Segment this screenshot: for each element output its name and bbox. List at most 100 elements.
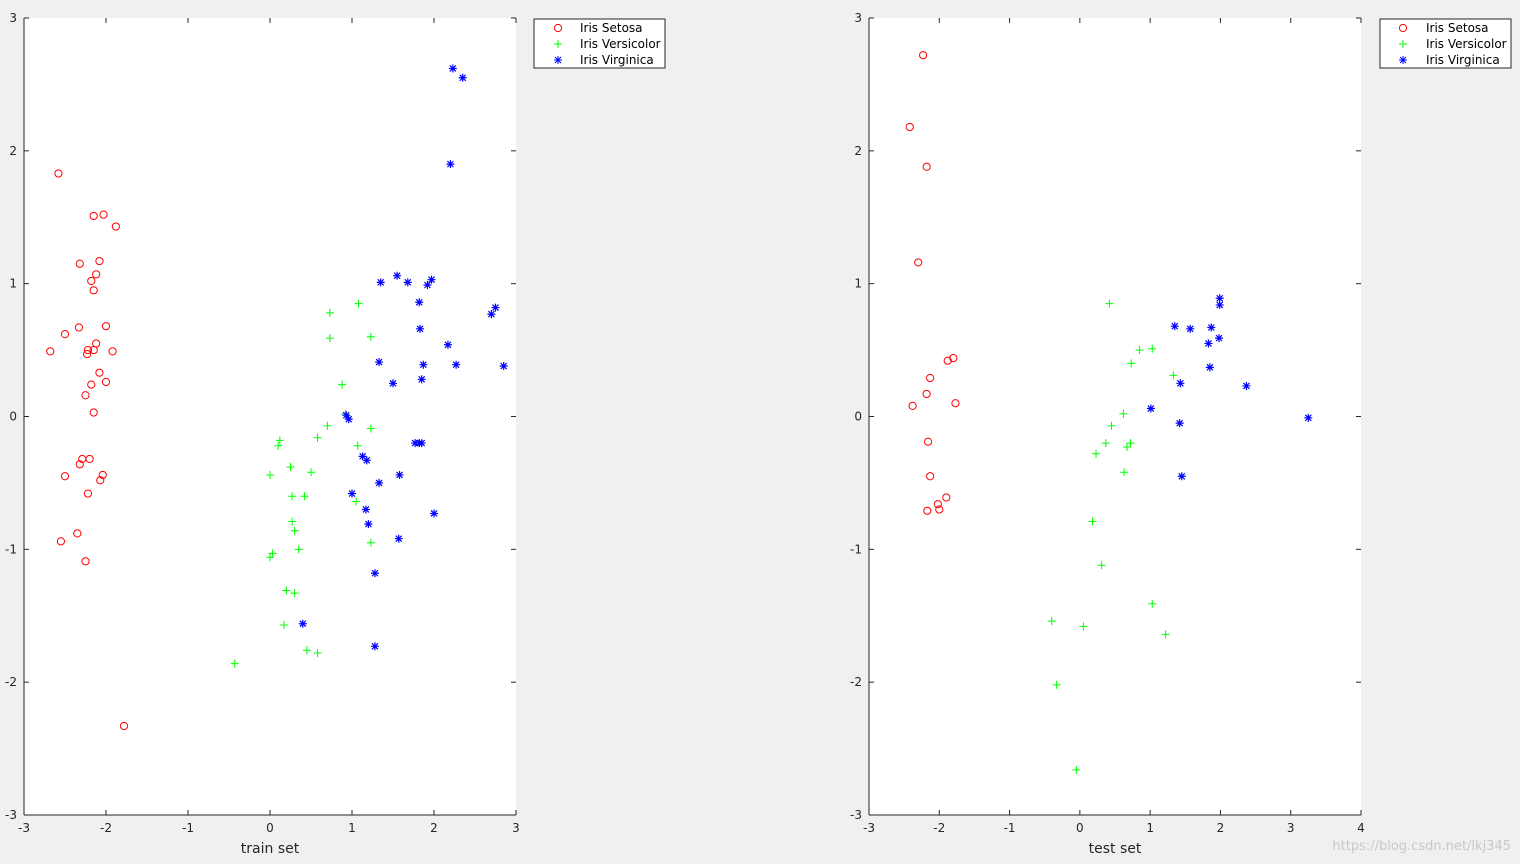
test-x-tick-label: 2 bbox=[1217, 821, 1225, 835]
test-asterisk-point bbox=[1204, 339, 1213, 348]
train-asterisk-point bbox=[452, 360, 461, 369]
train-asterisk-point bbox=[427, 275, 436, 284]
test-asterisk-point bbox=[1186, 324, 1195, 333]
train-asterisk-point bbox=[389, 379, 397, 388]
train-plus-point bbox=[288, 492, 297, 501]
train-plus-point bbox=[266, 470, 274, 479]
test-x-tick-label: 0 bbox=[1076, 821, 1084, 835]
test-circle-point bbox=[922, 389, 931, 399]
train-axes-background bbox=[24, 18, 516, 815]
train-y-tick-label: 3 bbox=[9, 11, 17, 25]
train-plus-point bbox=[300, 492, 309, 501]
test-circle-point bbox=[923, 506, 932, 515]
train-asterisk-point bbox=[344, 415, 353, 424]
train-plus-point bbox=[366, 538, 375, 547]
test-legend: Iris Setosa Iris Versicolor Iris Virgini… bbox=[1379, 18, 1512, 69]
train-circle-point bbox=[83, 349, 92, 359]
train-circle-point bbox=[108, 347, 117, 356]
train-plus-point bbox=[230, 659, 239, 668]
test-asterisk-point bbox=[1176, 379, 1185, 388]
train-asterisk-point bbox=[364, 520, 373, 529]
train-asterisk-point bbox=[415, 298, 424, 307]
test-plus-point bbox=[1135, 346, 1144, 355]
test-circle-point bbox=[943, 356, 952, 365]
test-circle-point bbox=[926, 472, 935, 481]
train-x-tick-label: 1 bbox=[348, 821, 356, 835]
test-x-tick-label: -1 bbox=[1004, 821, 1016, 835]
test-circle-point bbox=[922, 162, 931, 171]
test-plus-point bbox=[1047, 617, 1056, 626]
train-asterisk-point bbox=[362, 456, 371, 465]
train-plus-point bbox=[338, 380, 347, 389]
train-plus-point bbox=[279, 621, 288, 630]
train-y-tick-label: 2 bbox=[9, 144, 17, 158]
test-legend-setosa: Iris Setosa bbox=[1426, 21, 1489, 35]
test-data-points bbox=[905, 51, 1313, 774]
train-circle-point bbox=[96, 476, 105, 485]
train-asterisk-point bbox=[375, 478, 384, 487]
train-plus-point bbox=[313, 648, 322, 657]
test-y-tick-label: 0 bbox=[854, 410, 862, 424]
test-y-tick-label: -1 bbox=[850, 542, 862, 556]
train-plus-point bbox=[366, 332, 375, 341]
train-y-tick-label: -2 bbox=[5, 675, 17, 689]
test-circle-point bbox=[942, 493, 951, 502]
train-plus-point bbox=[275, 436, 284, 445]
test-circle-point bbox=[914, 258, 923, 267]
train-asterisk-point bbox=[403, 278, 412, 287]
train-x-tick-label: 0 bbox=[266, 821, 274, 835]
test-y-tick-label: -2 bbox=[850, 675, 862, 689]
test-asterisk-point bbox=[1177, 472, 1186, 481]
train-plus-point bbox=[313, 433, 322, 442]
train-plus-point bbox=[323, 421, 332, 430]
train-circle-point bbox=[89, 211, 98, 221]
train-legend-virginica: Iris Virginica bbox=[580, 53, 654, 67]
train-circle-point bbox=[89, 286, 98, 295]
train-circle-point bbox=[111, 222, 120, 231]
test-asterisk-point bbox=[1175, 419, 1184, 428]
train-y-tick-label: -1 bbox=[5, 542, 17, 556]
test-circle-point bbox=[935, 505, 944, 514]
train-asterisk-point bbox=[415, 439, 424, 448]
test-asterisk-point bbox=[1205, 363, 1214, 372]
legend-asterisk-marker-icon bbox=[1399, 56, 1407, 64]
train-x-tick-label: 3 bbox=[512, 821, 520, 835]
train-asterisk-point bbox=[394, 534, 403, 543]
train-circle-point bbox=[74, 323, 84, 332]
train-asterisk-point bbox=[443, 340, 452, 349]
train-plus-point bbox=[282, 586, 291, 595]
test-y-tick-label: 1 bbox=[854, 277, 862, 291]
train-asterisk-point bbox=[448, 64, 457, 73]
train-y-tick-label: 1 bbox=[9, 277, 17, 291]
train-asterisk-point bbox=[358, 452, 367, 461]
train-circle-point bbox=[83, 345, 93, 355]
train-asterisk-point bbox=[419, 360, 428, 369]
test-plus-point bbox=[1101, 439, 1110, 448]
train-plus-point bbox=[290, 589, 299, 598]
test-circle-point bbox=[923, 437, 933, 446]
train-circle-point bbox=[56, 537, 66, 546]
train-asterisk-point bbox=[375, 358, 384, 367]
train-plus-point bbox=[290, 526, 299, 535]
watermark-text: https://blog.csdn.net/lkj345 bbox=[1332, 839, 1511, 854]
train-plus-point bbox=[266, 553, 274, 562]
test-plus-point bbox=[1120, 468, 1129, 477]
test-asterisk-point bbox=[1146, 404, 1155, 413]
train-asterisk-point bbox=[423, 280, 432, 289]
train-y-tick-label: -3 bbox=[5, 808, 17, 822]
train-circle-point bbox=[95, 256, 104, 266]
train-circle-point bbox=[85, 454, 94, 464]
train-circle-point bbox=[95, 368, 104, 377]
test-plus-point bbox=[1122, 443, 1131, 452]
train-circle-point bbox=[119, 721, 129, 731]
train-asterisk-point bbox=[446, 160, 455, 169]
test-x-tick-label: -2 bbox=[933, 821, 945, 835]
train-circle-point bbox=[54, 169, 63, 178]
train-circle-point bbox=[81, 557, 90, 566]
test-plus-point bbox=[1169, 371, 1178, 380]
train-plus-point bbox=[353, 441, 362, 450]
train-asterisk-point bbox=[348, 489, 356, 498]
train-asterisk-point bbox=[458, 73, 467, 82]
test-circle-point bbox=[951, 399, 960, 408]
